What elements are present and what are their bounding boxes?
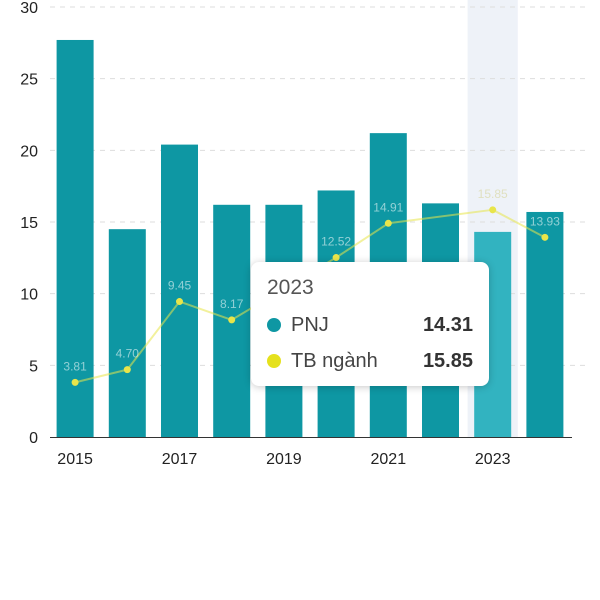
line-point xyxy=(228,316,236,324)
y-tick-label: 30 xyxy=(20,0,38,17)
line-segment xyxy=(74,368,128,384)
y-tick-label: 20 xyxy=(20,143,38,160)
tooltip-row-name: TB ngành xyxy=(291,349,378,372)
tooltip-row-value: 15.85 xyxy=(422,349,473,372)
y-tick-label: 0 xyxy=(29,430,38,447)
data-label: 14.91 xyxy=(373,200,403,214)
y-tick-label: 5 xyxy=(29,358,38,375)
line-point xyxy=(384,219,392,227)
data-label: 13.93 xyxy=(530,214,560,228)
tooltip-row-industry-avg: TB ngành 15.85 xyxy=(267,350,473,372)
pnj-legend-dot xyxy=(267,318,281,332)
data-label: 15.85 xyxy=(478,187,508,201)
tooltip-title: 2023 xyxy=(267,276,314,299)
line-segment xyxy=(126,300,181,371)
line-point xyxy=(71,378,79,386)
line-segment xyxy=(492,208,546,239)
x-tick-label: 2019 xyxy=(266,451,302,468)
x-tick-label: 2021 xyxy=(371,451,407,468)
x-tick-label: 2015 xyxy=(57,451,93,468)
data-label: 4.70 xyxy=(116,347,140,361)
line-point xyxy=(541,233,549,241)
bar xyxy=(56,39,94,437)
y-tick-label: 15 xyxy=(20,215,38,232)
tooltip-row-value: 14.31 xyxy=(422,313,473,336)
tooltip-row-pnj: PNJ 14.31 xyxy=(267,314,473,336)
data-label: 8.17 xyxy=(220,297,244,311)
data-label: 12.52 xyxy=(321,235,351,249)
tooltip-row-name: PNJ xyxy=(291,313,329,336)
line-segment xyxy=(335,222,389,259)
line-point xyxy=(332,254,340,262)
line-segment xyxy=(179,300,233,321)
line-point xyxy=(489,206,497,214)
data-label: 3.81 xyxy=(63,359,87,373)
line-segment xyxy=(388,208,493,225)
chart-tooltip: 2023 PNJ 14.31 TB ngành 15.85 xyxy=(251,262,489,386)
industry-avg-legend-dot xyxy=(267,354,281,368)
y-tick-label: 25 xyxy=(20,72,38,89)
data-label: 9.45 xyxy=(168,279,192,293)
bar xyxy=(526,211,564,437)
y-tick-label: 10 xyxy=(20,287,38,304)
bar xyxy=(161,144,198,437)
line-point xyxy=(123,366,131,374)
x-tick-label: 2017 xyxy=(162,451,198,468)
line-point xyxy=(176,298,183,306)
bar xyxy=(108,229,146,437)
x-tick-label: 2023 xyxy=(475,451,511,468)
